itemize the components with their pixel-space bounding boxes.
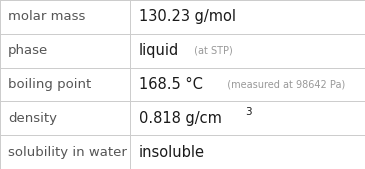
Text: (measured at 98642 Pa): (measured at 98642 Pa): [221, 79, 345, 90]
Text: 168.5 °C: 168.5 °C: [139, 77, 203, 92]
Text: density: density: [8, 112, 57, 125]
Text: solubility in water: solubility in water: [8, 146, 127, 159]
Text: boiling point: boiling point: [8, 78, 91, 91]
Text: 3: 3: [246, 106, 252, 117]
Text: (at STP): (at STP): [191, 46, 232, 56]
Text: 0.818 g/cm: 0.818 g/cm: [139, 111, 222, 126]
Text: phase: phase: [8, 44, 48, 57]
Text: 130.23 g/mol: 130.23 g/mol: [139, 9, 235, 24]
Text: liquid: liquid: [139, 43, 179, 58]
Text: insoluble: insoluble: [139, 145, 204, 160]
Text: molar mass: molar mass: [8, 10, 85, 23]
